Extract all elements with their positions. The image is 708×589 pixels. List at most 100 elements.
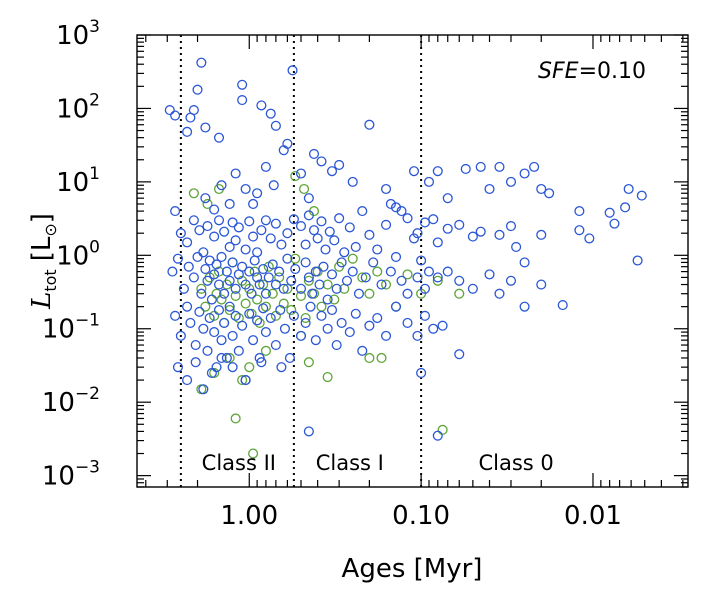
data-point-blue [185, 317, 196, 328]
data-point-blue [254, 279, 265, 290]
data-point-green [290, 171, 301, 182]
data-point-blue [331, 339, 342, 351]
x-axis-title: Ages [Myr] [342, 554, 483, 584]
data-point-blue [188, 105, 199, 116]
data-point-blue [307, 288, 318, 299]
data-point-blue [316, 156, 327, 167]
data-point-blue [511, 241, 522, 252]
data-point-blue [295, 221, 307, 232]
data-point-blue [396, 275, 407, 286]
data-point-blue [182, 237, 193, 248]
data-point-blue [286, 275, 297, 286]
data-point-blue [364, 119, 375, 130]
data-point-blue [224, 241, 235, 252]
data-point-blue [432, 430, 443, 441]
data-point-blue [227, 362, 238, 373]
data-point-green [432, 275, 443, 286]
data-point-green [303, 275, 314, 286]
data-point-blue [390, 251, 402, 262]
x-tick-label: 1.00 [220, 501, 278, 531]
y-tick-exponent: −3 [75, 458, 100, 478]
data-point-green [282, 283, 293, 294]
data-point-blue [252, 272, 263, 283]
data-point-green [188, 188, 199, 199]
data-point-blue [442, 266, 453, 277]
data-point-blue [428, 214, 439, 225]
data-point-blue [196, 288, 207, 299]
data-point-green [216, 294, 227, 305]
data-point-blue [536, 229, 547, 240]
data-point-blue [260, 161, 271, 172]
data-point-blue [419, 283, 431, 294]
data-point-blue [240, 279, 251, 290]
data-point-green [240, 298, 251, 309]
data-point-blue [519, 168, 530, 179]
data-point-blue [172, 253, 183, 264]
axis-ticks [137, 34, 688, 488]
data-point-blue [260, 327, 271, 338]
data-point-blue [326, 166, 338, 177]
y-tick-label: 10−1 [42, 311, 100, 345]
data-point-blue [282, 138, 293, 149]
region-label: Class II [202, 451, 276, 475]
y-tick-label: 100 [56, 237, 100, 271]
data-point-blue [230, 168, 241, 179]
data-point-blue [326, 304, 338, 316]
data-point-blue [252, 247, 263, 258]
data-point-green [300, 312, 311, 324]
data-point-blue [505, 275, 517, 286]
data-point-blue [372, 312, 383, 324]
y-title-sub: tot [41, 269, 60, 291]
data-point-blue [357, 345, 368, 356]
series-blue-points [164, 57, 647, 441]
data-point-green [260, 345, 271, 356]
data-point-blue [182, 375, 193, 386]
y-tick-base: 10 [42, 315, 75, 345]
data-point-blue [390, 301, 402, 312]
data-point-blue [256, 357, 267, 368]
data-point-blue [428, 323, 439, 334]
data-point-blue [252, 188, 263, 199]
data-point-green [290, 253, 301, 264]
data-point-blue [284, 352, 295, 364]
data-point-blue [308, 225, 320, 236]
data-point-blue [274, 266, 285, 277]
data-point-green [329, 294, 340, 305]
data-point-blue [182, 301, 193, 312]
y-tick-base: 10 [56, 21, 89, 51]
data-point-blue [192, 251, 203, 262]
data-point-blue [240, 375, 251, 386]
data-point-blue [202, 221, 213, 232]
data-point-blue [221, 266, 232, 277]
data-point-blue [221, 352, 232, 364]
data-point-blue [364, 229, 375, 240]
data-point-blue [279, 323, 290, 334]
data-point-blue [270, 120, 281, 131]
data-point-blue [344, 222, 355, 233]
data-point-blue [454, 349, 465, 360]
data-point-blue [230, 235, 241, 246]
data-point-blue [329, 235, 340, 246]
data-point-blue [237, 320, 248, 331]
x-tick-labels: 1.00 0.10 0.01 [220, 501, 622, 531]
data-point-blue [258, 303, 269, 314]
data-point-blue [303, 272, 314, 283]
data-point-blue [334, 213, 345, 224]
data-point-blue [442, 223, 453, 234]
data-point-blue [519, 301, 530, 312]
data-point-blue [200, 193, 211, 204]
data-point-blue [188, 272, 199, 283]
data-point-blue [256, 225, 267, 236]
plot-area-border [136, 34, 689, 488]
data-point-blue [584, 233, 595, 244]
data-point-blue [194, 306, 205, 317]
data-point-blue [324, 226, 335, 237]
data-point-green [213, 266, 225, 277]
data-point-blue [282, 228, 293, 239]
data-point-blue [202, 345, 213, 356]
data-point-blue [372, 244, 383, 255]
data-point-green [196, 283, 207, 294]
data-point-blue [200, 264, 211, 275]
y-title-unit-open: [L [27, 236, 57, 261]
